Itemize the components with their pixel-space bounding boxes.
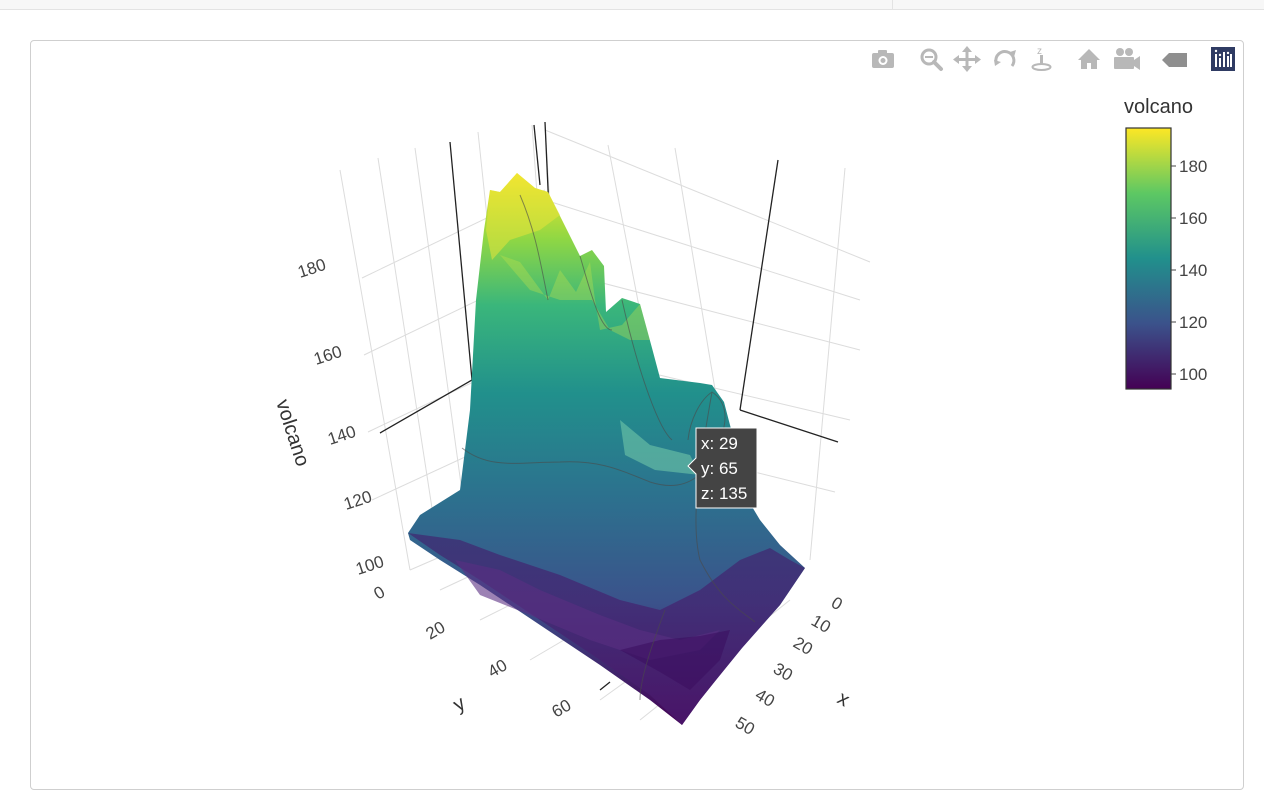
hover-tooltip: x: 29 y: 65 z: 135 bbox=[687, 427, 758, 509]
axis-lines bbox=[379, 121, 839, 691]
x-tick: 0 bbox=[828, 593, 846, 614]
hover-closest-icon[interactable] bbox=[1162, 53, 1187, 67]
svg-text:z: z bbox=[1037, 46, 1042, 57]
volcano-surface[interactable] bbox=[408, 173, 805, 725]
reset-home-icon[interactable] bbox=[1078, 49, 1100, 69]
z-tick: 180 bbox=[295, 255, 328, 282]
colorbar-tick: 140 bbox=[1179, 261, 1207, 280]
y-axis-title: y bbox=[450, 692, 470, 716]
colorbar-tick: 180 bbox=[1179, 157, 1207, 176]
hover-y-label: y: 65 bbox=[701, 459, 738, 478]
z-axis: 180 160 140 120 100 volcano bbox=[271, 255, 386, 579]
colorbar-tick: 100 bbox=[1179, 365, 1207, 384]
y-tick: 60 bbox=[549, 696, 575, 722]
colorbar-tick: 160 bbox=[1179, 209, 1207, 228]
colorbar: volcano 180 160 140 120 100 bbox=[1124, 96, 1207, 390]
turntable-icon[interactable]: z bbox=[1031, 46, 1052, 71]
colorbar-tick: 120 bbox=[1179, 313, 1207, 332]
x-tick: 20 bbox=[790, 633, 816, 659]
pan-icon[interactable] bbox=[953, 46, 981, 72]
hover-x-label: x: 29 bbox=[701, 434, 738, 453]
colorbar-title: volcano bbox=[1124, 96, 1193, 118]
plotly-logo-icon[interactable] bbox=[1211, 47, 1235, 71]
z-axis-title: volcano bbox=[271, 397, 313, 469]
top-strip-divider bbox=[892, 0, 893, 9]
x-axis-title: x bbox=[834, 687, 854, 711]
z-tick: 100 bbox=[353, 552, 386, 579]
reset-camera-icon[interactable] bbox=[1114, 48, 1140, 70]
y-tick: 0 bbox=[371, 582, 389, 603]
orbit-rotate-icon[interactable] bbox=[994, 50, 1016, 67]
zoom-icon[interactable] bbox=[920, 48, 943, 71]
top-strip bbox=[0, 0, 1264, 10]
y-tick: 20 bbox=[423, 618, 449, 644]
x-tick: 10 bbox=[808, 611, 834, 637]
y-tick: 40 bbox=[485, 656, 511, 682]
x-tick: 30 bbox=[770, 659, 796, 685]
camera-icon[interactable] bbox=[872, 50, 894, 68]
x-tick: 50 bbox=[732, 713, 758, 739]
z-tick: 140 bbox=[325, 422, 358, 449]
z-tick: 160 bbox=[311, 342, 344, 369]
x-tick: 40 bbox=[752, 685, 778, 711]
colorbar-gradient bbox=[1125, 127, 1172, 390]
modebar: z bbox=[872, 46, 1235, 72]
z-tick: 120 bbox=[341, 487, 374, 514]
surface-contours bbox=[461, 194, 756, 701]
hover-z-label: z: 135 bbox=[701, 484, 747, 503]
